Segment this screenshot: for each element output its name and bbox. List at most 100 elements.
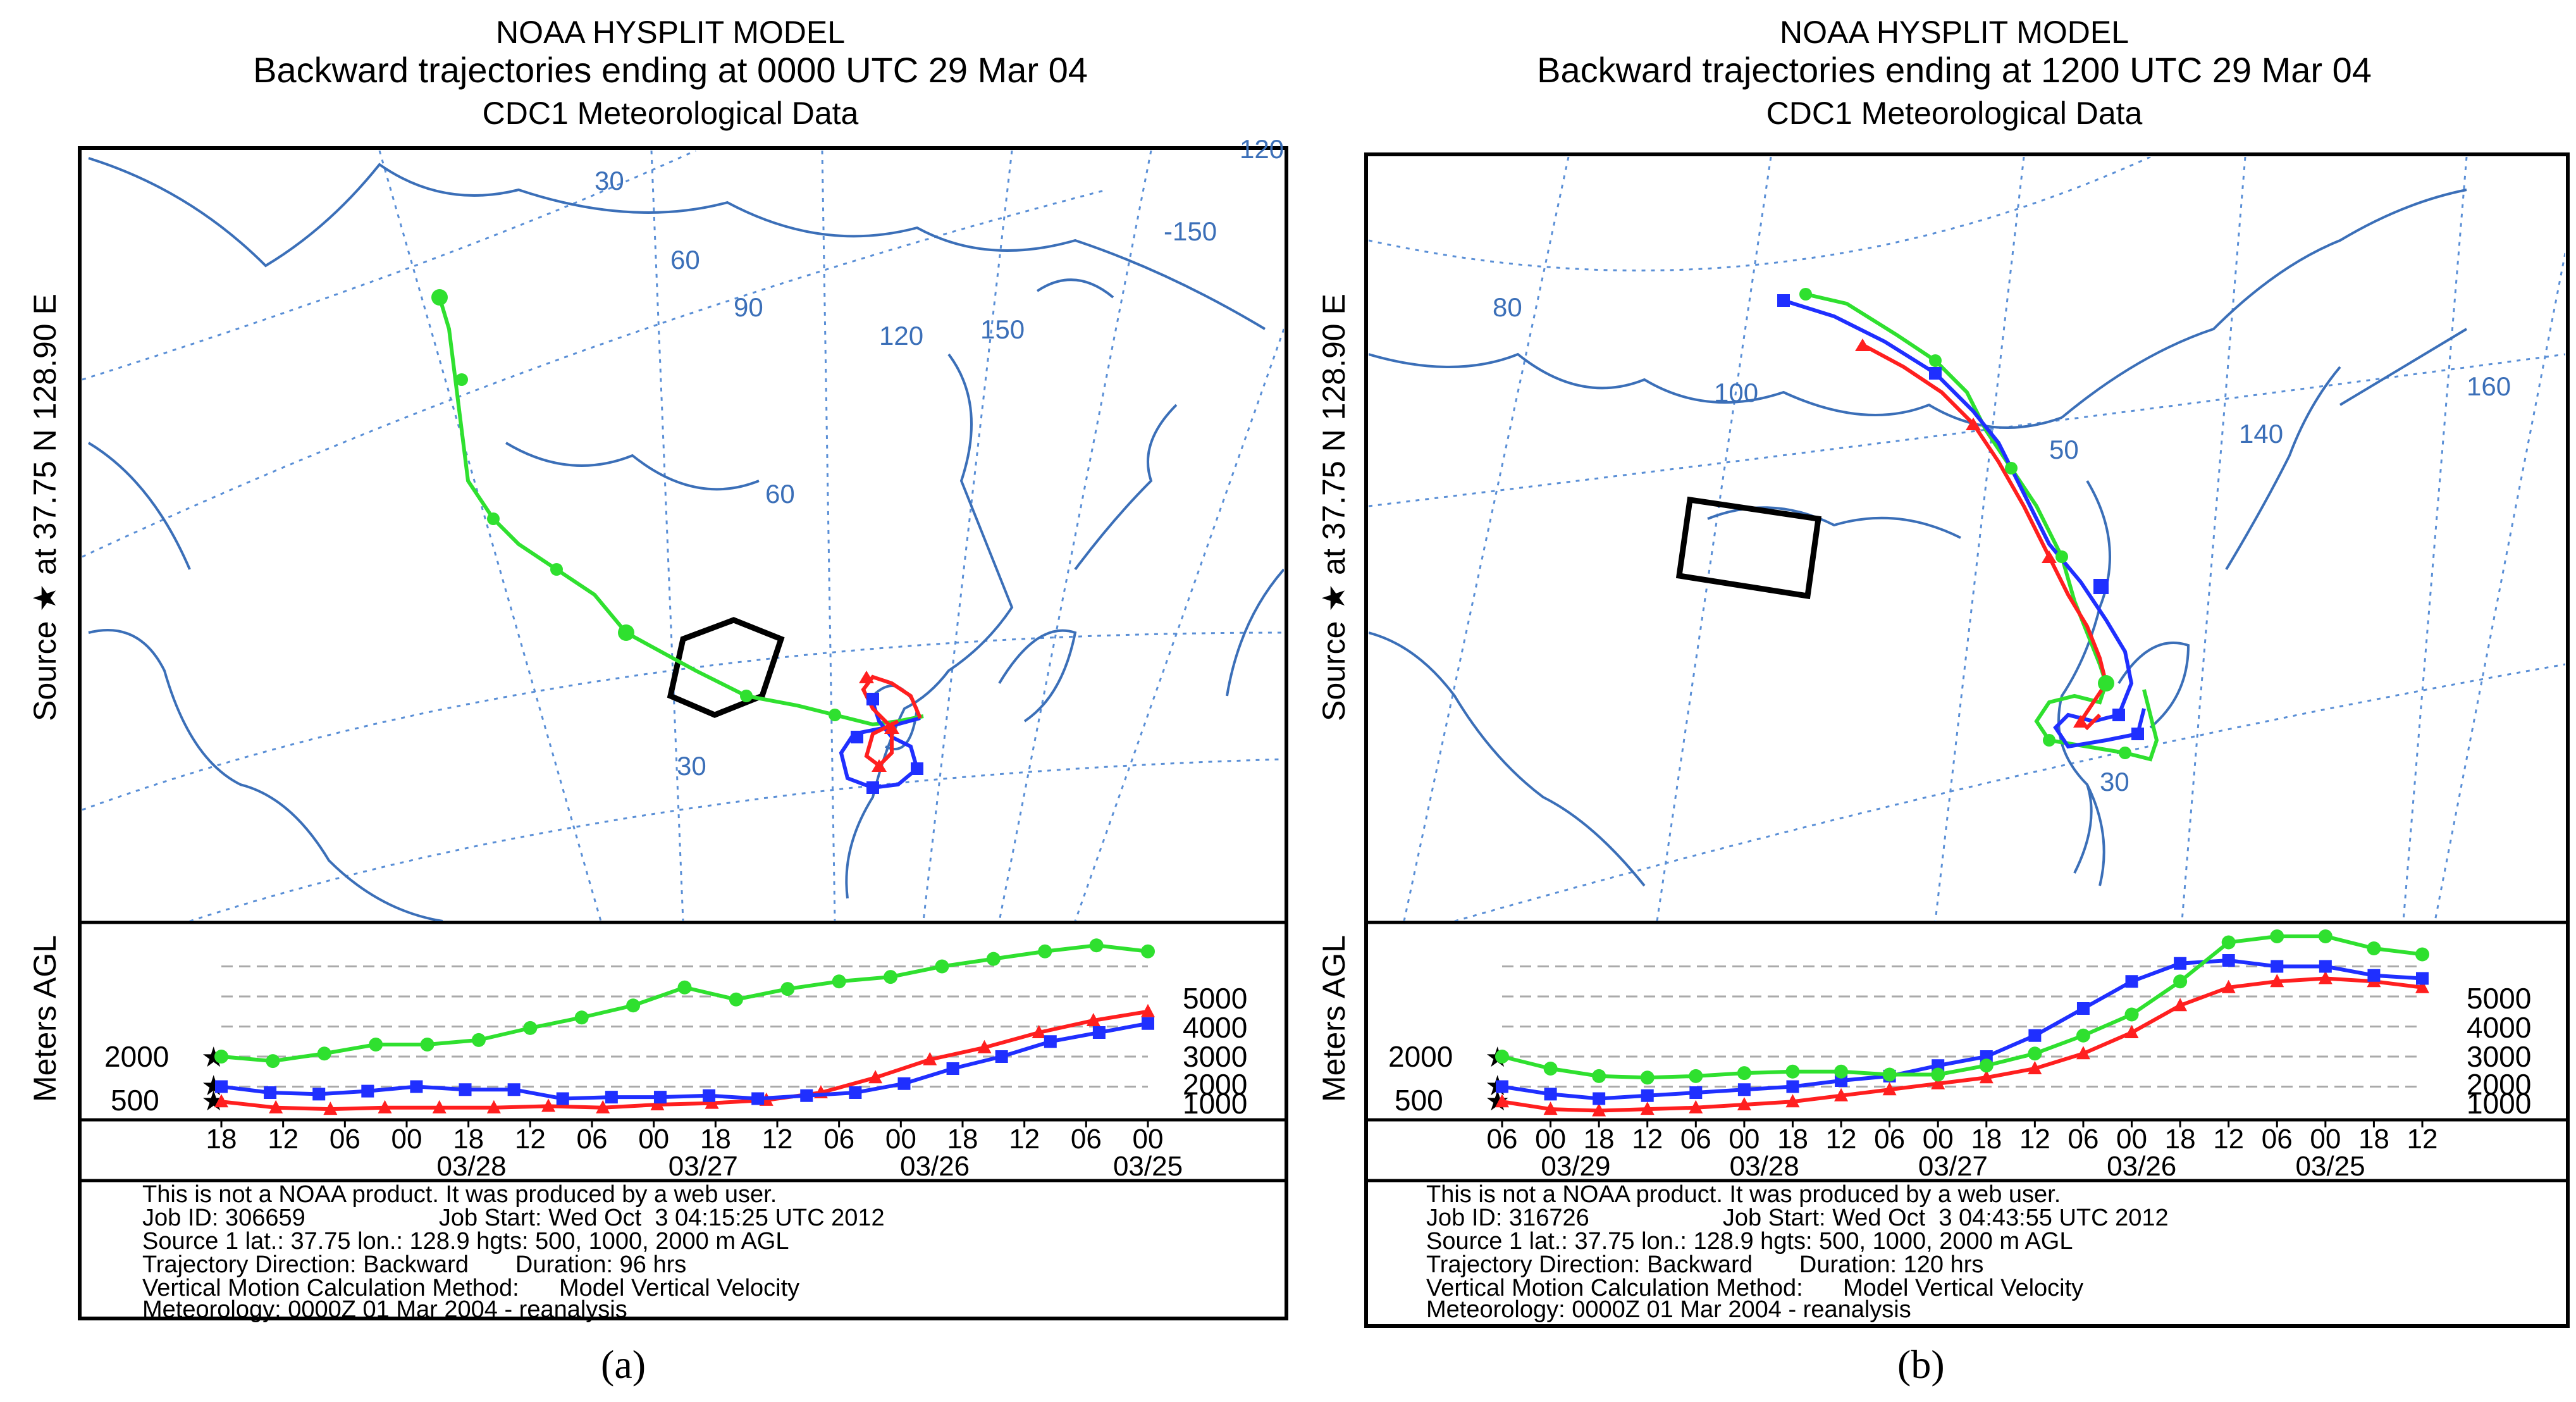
map-frame bbox=[1364, 152, 2570, 1328]
height-marker bbox=[1141, 1003, 1155, 1017]
height-marker bbox=[650, 1097, 665, 1110]
svg-text:-150: -150 bbox=[1164, 216, 1217, 246]
height-marker bbox=[214, 1050, 228, 1064]
height-plot: Meters AGL 5000 4000 3000 2000 1000 2000… bbox=[27, 935, 1247, 1120]
footer-line: Source 1 lat.: 37.75 lon.: 128.9 hgts: 5… bbox=[1426, 1228, 2073, 1255]
height-marker bbox=[729, 992, 743, 1007]
height-marker bbox=[1931, 1076, 1945, 1089]
date-label: 03/28 bbox=[1730, 1151, 1799, 1182]
height-left-ticks: 2000 500 ★ ★ ★ bbox=[1388, 1040, 1510, 1117]
height-marker bbox=[574, 1010, 589, 1025]
height-marker bbox=[626, 998, 641, 1013]
height-marker bbox=[2028, 1061, 2042, 1074]
y-axis-label: Meters AGL bbox=[27, 935, 63, 1102]
map-frame bbox=[78, 146, 1288, 1320]
left-tick: 500 bbox=[111, 1084, 159, 1117]
height-marker bbox=[849, 1086, 862, 1099]
height-marker bbox=[1785, 1094, 1800, 1108]
title-line2: Backward trajectories ending at 1200 UTC… bbox=[1537, 50, 2372, 90]
height-marker bbox=[269, 1100, 283, 1114]
height-marker bbox=[323, 1101, 338, 1115]
footer-line: Source 1 lat.: 37.75 lon.: 128.9 hgts: 5… bbox=[142, 1228, 789, 1255]
title-line3: CDC1 Meteorological Data bbox=[1766, 96, 2143, 131]
time-tick-label: 18 bbox=[2165, 1124, 2196, 1155]
time-tick-label: 06 bbox=[2068, 1124, 2098, 1155]
svg-text:120: 120 bbox=[879, 321, 923, 350]
footer-line: Trajectory Direction: Backward Duration:… bbox=[1426, 1251, 1983, 1278]
left-tick: 2000 bbox=[104, 1040, 169, 1073]
height-marker bbox=[1689, 1069, 1703, 1083]
left-tick: 500 bbox=[1395, 1084, 1443, 1117]
height-line-green bbox=[1501, 934, 2423, 1080]
height-marker bbox=[923, 1052, 937, 1065]
height-line-blue bbox=[221, 1021, 1149, 1101]
height-marker bbox=[884, 970, 898, 984]
height-marker bbox=[1592, 1103, 1606, 1117]
time-tick-label: 06 bbox=[823, 1124, 854, 1155]
time-tick-label: 00 bbox=[885, 1124, 916, 1155]
time-tick-label: 06 bbox=[1680, 1124, 1711, 1155]
height-marker bbox=[1086, 1013, 1100, 1026]
height-marker bbox=[1689, 1100, 1703, 1114]
height-marker bbox=[995, 1050, 1008, 1063]
height-marker bbox=[2318, 929, 2333, 943]
height-line-green bbox=[221, 943, 1149, 1064]
height-line-red bbox=[221, 1009, 1149, 1112]
height-marker bbox=[653, 1091, 667, 1104]
height-marker bbox=[1882, 1067, 1897, 1082]
panel-caption-a: (a) bbox=[601, 1342, 646, 1387]
title-line1: NOAA HYSPLIT MODEL bbox=[1780, 15, 2129, 50]
y-axis-label: Meters AGL bbox=[1316, 935, 1352, 1102]
time-tick-label: 12 bbox=[1632, 1124, 1663, 1155]
map-grid-labels: 80 100 50 140 160 30 bbox=[1493, 292, 2511, 797]
time-tick-label: 06 bbox=[2262, 1124, 2293, 1155]
height-marker bbox=[2415, 979, 2429, 993]
height-marker bbox=[2270, 974, 2284, 988]
height-series bbox=[214, 938, 1155, 1115]
height-marker bbox=[214, 1094, 228, 1108]
footer-line: Vertical Motion Calculation Method: Mode… bbox=[1426, 1275, 2083, 1301]
footer-line: Job ID: 306659 Job Start: Wed Oct 3 04:1… bbox=[142, 1205, 885, 1231]
height-marker bbox=[1737, 1066, 1751, 1081]
height-marker bbox=[1641, 1089, 1654, 1102]
time-tick-label: 18 bbox=[1971, 1124, 2002, 1155]
height-marker bbox=[2270, 929, 2284, 943]
height-right-ticks: 5000 4000 3000 2000 1000 bbox=[1183, 982, 1247, 1120]
svg-text:140: 140 bbox=[2239, 419, 2283, 449]
height-marker bbox=[2221, 935, 2236, 950]
height-marker bbox=[1141, 944, 1155, 958]
height-marker bbox=[677, 980, 692, 995]
height-marker bbox=[2028, 1046, 2042, 1061]
height-marker bbox=[1931, 1067, 1945, 1082]
trajectory-markers bbox=[431, 289, 923, 794]
source-region-box bbox=[1675, 496, 1822, 600]
height-marker bbox=[2124, 1007, 2139, 1022]
height-marker bbox=[215, 1080, 228, 1093]
time-tick-label: 18 bbox=[206, 1124, 237, 1155]
time-tick-label: 00 bbox=[1923, 1124, 1954, 1155]
height-marker bbox=[1495, 1050, 1509, 1064]
svg-text:50: 50 bbox=[2049, 435, 2079, 464]
time-tick-label: 18 bbox=[1584, 1124, 1615, 1155]
source-side-label: Source ★ at 37.75 N 128.90 E bbox=[1316, 294, 1352, 721]
right-tick: 4000 bbox=[1183, 1011, 1247, 1044]
height-marker bbox=[986, 952, 1001, 966]
right-tick: 1000 bbox=[2467, 1087, 2531, 1120]
right-tick: 3000 bbox=[2467, 1040, 2531, 1073]
height-marker bbox=[1544, 1088, 1557, 1101]
source-side-label: Source ★ at 37.75 N 128.90 E bbox=[27, 294, 63, 721]
time-tick-label: 06 bbox=[577, 1124, 608, 1155]
height-marker bbox=[780, 982, 795, 996]
height-marker bbox=[946, 1062, 959, 1075]
right-tick: 5000 bbox=[2467, 982, 2531, 1015]
time-tick-label: 00 bbox=[1133, 1124, 1164, 1155]
height-marker bbox=[486, 1100, 501, 1114]
height-marker bbox=[369, 1038, 383, 1052]
height-marker bbox=[2076, 1002, 2090, 1015]
height-plot: Meters AGL 5000 4000 3000 2000 1000 2000… bbox=[1316, 929, 2531, 1120]
height-left-ticks: 2000 500 ★ ★ ★ bbox=[104, 1040, 226, 1117]
date-label: 03/28 bbox=[436, 1151, 506, 1182]
height-marker bbox=[897, 1077, 911, 1090]
trajectory-markers bbox=[1777, 288, 2144, 759]
footer-line: Job ID: 316726 Job Start: Wed Oct 3 04:4… bbox=[1426, 1205, 2169, 1231]
